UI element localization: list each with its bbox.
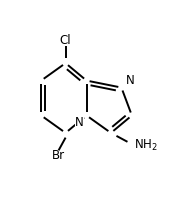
Text: N: N [126, 74, 134, 87]
Text: NH$_2$: NH$_2$ [134, 138, 158, 153]
Text: Br: Br [52, 149, 65, 162]
Text: Cl: Cl [60, 34, 71, 47]
Text: N: N [75, 116, 84, 129]
